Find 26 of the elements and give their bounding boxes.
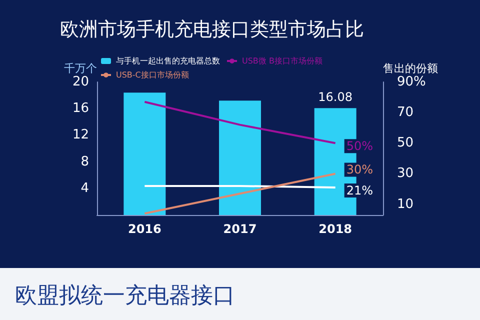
y2-axis-title: 售出的份额	[383, 62, 438, 75]
y2-tick-label: 10	[397, 196, 414, 212]
y2-tick-label: 90%	[397, 74, 426, 90]
y-tick-label: 12	[72, 128, 89, 143]
x-tick-label: 2016	[128, 222, 162, 236]
y-tick-label: 4	[80, 180, 89, 196]
legend-label: USB-C接口市场份额	[116, 70, 189, 80]
data-label: 21%	[346, 183, 374, 198]
x-tick-label: 2018	[318, 222, 352, 236]
text: 欧盟拟统一充电器接口	[15, 284, 235, 308]
data-label: 16.08	[318, 90, 353, 104]
bar	[219, 100, 261, 215]
y2-tick-label: 30	[397, 166, 414, 182]
y-tick-label: 8	[80, 154, 89, 170]
legend-label: 与手机一起出售的充电器总数	[116, 56, 220, 66]
y-tick-label: 16	[72, 101, 89, 116]
chart-title: 欧洲市场手机充电接口类型市场占比	[60, 18, 364, 40]
y-tick-label: 20	[72, 74, 89, 90]
legend-label: USB微 B接口市场份额	[242, 56, 322, 66]
y2-tick-label: 50	[397, 136, 414, 151]
bar	[124, 92, 166, 215]
y2-tick-label: 70	[397, 105, 414, 120]
data-label: 50%	[346, 139, 374, 154]
y-axis-title: 千万个	[64, 62, 97, 75]
x-tick-label: 2017	[223, 222, 257, 236]
data-label: 30%	[346, 162, 374, 177]
